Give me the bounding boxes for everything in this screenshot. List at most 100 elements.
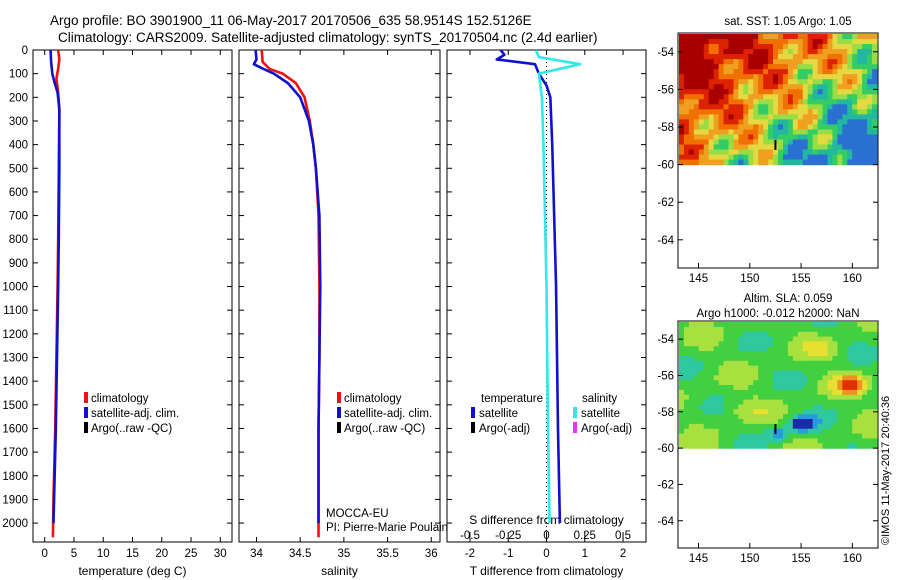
field-cell xyxy=(738,104,744,110)
field-cell xyxy=(797,375,804,381)
x-axis-label: temperature (deg C) xyxy=(78,564,186,578)
field-cell xyxy=(822,69,829,75)
field-cell xyxy=(768,326,774,333)
field-cell xyxy=(708,94,715,100)
field-cell xyxy=(679,134,685,141)
field-cell xyxy=(748,443,754,449)
field-cell xyxy=(728,59,735,65)
field-cell xyxy=(787,351,794,357)
field-cell xyxy=(768,341,774,347)
field-cell xyxy=(852,409,858,415)
field-cell xyxy=(837,375,843,381)
y-tick-label: -60 xyxy=(657,443,674,455)
field-cell xyxy=(718,375,725,381)
field-cell xyxy=(713,385,720,391)
field-cell xyxy=(862,331,868,338)
field-cell xyxy=(703,414,710,420)
field-cell xyxy=(812,404,819,410)
field-cell xyxy=(817,79,824,85)
field-cell xyxy=(797,134,804,141)
field-cell xyxy=(713,414,720,420)
field-cell xyxy=(857,409,863,415)
field-cell xyxy=(763,433,769,440)
field-cell xyxy=(758,370,764,376)
field-cell xyxy=(792,370,799,376)
x-tick-label: 5 xyxy=(71,548,77,560)
field-cell xyxy=(728,409,735,415)
field-cell xyxy=(782,64,789,70)
field-cell xyxy=(773,149,779,156)
field-cell xyxy=(708,64,715,70)
field-cell xyxy=(852,438,858,444)
field-cell xyxy=(753,139,759,146)
field-cell xyxy=(847,74,853,80)
legend-label: satellite-adj. clim. xyxy=(91,408,179,420)
field-cell xyxy=(822,370,829,376)
field-cell xyxy=(773,326,779,333)
field-cell xyxy=(812,322,819,328)
field-cell xyxy=(679,119,685,126)
field-cell xyxy=(743,375,749,381)
field-cell xyxy=(718,365,725,372)
field-cell xyxy=(857,119,863,126)
field-cell xyxy=(758,394,764,401)
field-cell xyxy=(778,109,784,115)
field-cell xyxy=(718,443,725,449)
field-cell xyxy=(753,380,759,386)
field-cell xyxy=(723,404,730,410)
legend-swatch xyxy=(573,422,577,433)
field-cell xyxy=(857,44,863,50)
field-cell xyxy=(862,104,868,110)
field-cell xyxy=(703,423,710,430)
field-cell xyxy=(847,129,853,136)
field-cell xyxy=(802,360,809,367)
field-cell xyxy=(778,59,784,65)
field-cell xyxy=(713,129,720,136)
field-cell xyxy=(842,124,848,131)
field-cell xyxy=(763,409,769,415)
field-cell xyxy=(787,423,794,430)
field-cell xyxy=(713,428,720,435)
field-cell xyxy=(718,69,725,75)
field-cell xyxy=(679,69,685,75)
field-cell xyxy=(679,109,685,115)
field-cell xyxy=(723,370,730,376)
field-cell xyxy=(837,414,843,420)
field-cell xyxy=(738,94,744,100)
field-cell xyxy=(748,99,754,105)
figure-title-line2: Climatology: CARS2009. Satellite-adjuste… xyxy=(58,30,598,45)
field-cell xyxy=(852,341,858,347)
field-cell xyxy=(862,64,868,70)
field-cell xyxy=(738,433,744,440)
field-cell xyxy=(817,370,824,376)
field-cell xyxy=(723,159,730,166)
field-cell xyxy=(698,134,705,141)
field-cell xyxy=(847,399,853,406)
field-cell xyxy=(802,139,809,146)
field-cell xyxy=(708,79,715,85)
field-cell xyxy=(832,59,838,65)
field-cell xyxy=(723,149,730,156)
field-cell xyxy=(787,124,794,131)
field-cell xyxy=(708,104,715,110)
field-cell xyxy=(683,404,690,410)
field-cell xyxy=(802,438,809,444)
field-cell xyxy=(733,94,739,100)
field-cell xyxy=(787,154,794,161)
field-cell xyxy=(743,59,749,65)
field-cell xyxy=(738,114,744,120)
field-cell xyxy=(748,84,754,90)
field-cell xyxy=(857,399,863,406)
field-cell xyxy=(693,99,700,105)
field-cell xyxy=(847,59,853,65)
field-cell xyxy=(728,351,735,357)
y-tick-label: -60 xyxy=(657,160,674,172)
field-cell xyxy=(827,84,834,90)
field-cell xyxy=(768,94,774,100)
field-cell xyxy=(822,414,829,420)
field-cell xyxy=(792,109,799,115)
field-cell xyxy=(857,159,863,166)
field-cell xyxy=(787,64,794,70)
field-cell xyxy=(708,419,715,425)
field-cell xyxy=(872,119,878,126)
